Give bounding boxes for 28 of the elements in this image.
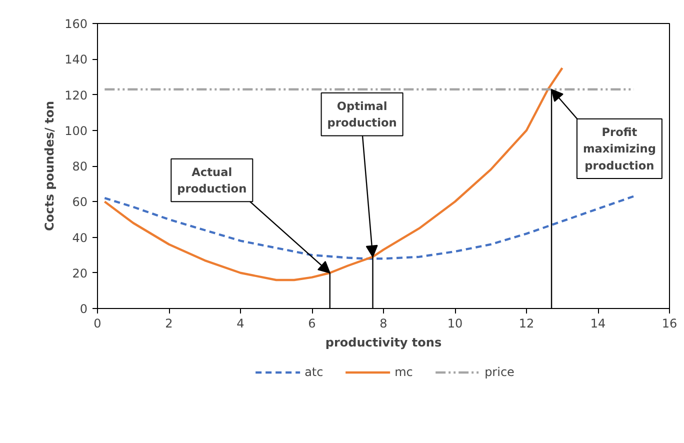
y-tick-label: 80: [72, 160, 88, 174]
x-tick-label: 6: [308, 316, 316, 330]
x-tick-label: 0: [94, 316, 102, 330]
line-series: [104, 66, 564, 282]
annotation: Profit maximizing production: [582, 124, 656, 172]
annotation: Actual production: [177, 164, 247, 196]
x-axis-title: productivity tons: [325, 336, 442, 350]
x-tick-label: 10: [447, 316, 463, 330]
x-tick-label: 16: [662, 316, 678, 330]
annotation: Optimal production: [327, 98, 397, 130]
x-tick-label: 2: [165, 316, 173, 330]
line-series: [104, 195, 635, 260]
y-tick-label: 40: [72, 230, 88, 245]
x-tick-label: 14: [590, 316, 606, 330]
y-tick-label: 100: [64, 124, 88, 138]
y-tick-label: 0: [80, 302, 88, 316]
x-tick-label: 4: [236, 316, 244, 330]
x-tick-label: 8: [380, 316, 388, 330]
y-axis-title: Cocts poundes/ ton: [42, 100, 57, 232]
legend-label: atc: [304, 365, 324, 379]
y-tick-label: 20: [72, 266, 88, 280]
legend-label: price: [484, 365, 514, 379]
y-tick-label: 120: [64, 88, 88, 102]
legend-label: mc: [394, 365, 414, 379]
y-tick-label: 60: [72, 195, 88, 210]
y-tick-label: 140: [64, 52, 88, 67]
y-tick-label: 160: [64, 17, 88, 31]
x-tick-label: 12: [518, 316, 534, 330]
